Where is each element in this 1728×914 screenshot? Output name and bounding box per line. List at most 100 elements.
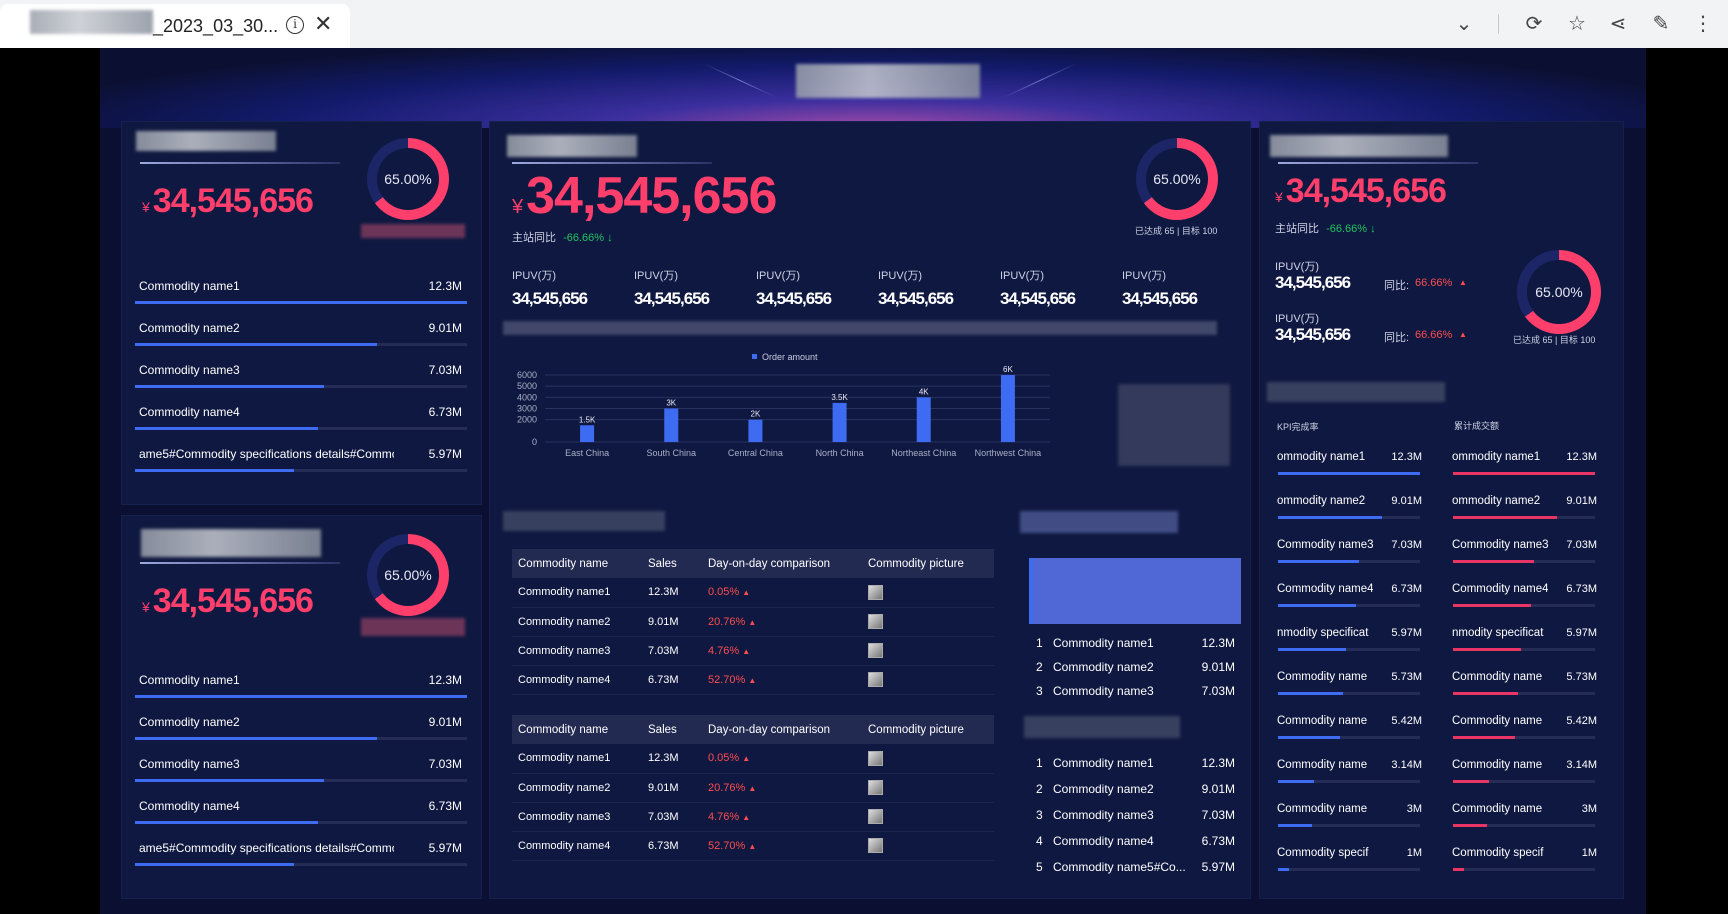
- commodity-value: 12.3M: [428, 279, 462, 293]
- cell-picture: [862, 773, 994, 802]
- y-tick-label: 3000: [517, 404, 537, 414]
- x-tick-label: Northwest China: [975, 448, 1042, 458]
- commodity-name: Commodity name: [1277, 715, 1368, 727]
- column-header: Sales: [648, 557, 677, 570]
- rank-name: Commodity name1: [1053, 756, 1154, 770]
- cell-name: Commodity name1: [518, 586, 611, 599]
- refresh-icon[interactable]: ⟳: [1525, 11, 1543, 35]
- commodity-name: Commodity name4: [1452, 583, 1548, 595]
- y-tick-label: 0: [532, 437, 537, 447]
- ring-caption-redacted: [361, 224, 465, 238]
- metric-value: 34,545,656: [878, 289, 954, 308]
- progress-track: [1278, 516, 1420, 519]
- table-row[interactable]: Commodity name2 9.01M 20.76% ▲: [512, 607, 994, 636]
- commodity-name: Commodity name: [1452, 759, 1543, 771]
- commodity-value: 7.03M: [1391, 539, 1422, 551]
- total-amount: ¥34,545,656: [142, 182, 314, 221]
- table-row[interactable]: Commodity name1 12.3M 0.05% ▲: [512, 578, 994, 607]
- close-icon[interactable]: ✕: [314, 11, 333, 36]
- amount-value: 34,545,656: [1285, 172, 1447, 210]
- metric-value: 34,545,656: [756, 289, 832, 308]
- progress-fill: [135, 779, 325, 782]
- commodity-name: Commodity name2: [139, 715, 240, 729]
- progress-fill: [1278, 516, 1382, 519]
- amount-value: 34,545,656: [526, 167, 777, 225]
- yen-symbol: ¥: [1275, 189, 1283, 205]
- info-icon[interactable]: i: [286, 16, 304, 34]
- ring-percent: 65.00%: [1535, 284, 1583, 300]
- bar-value-label: 4K: [919, 387, 929, 396]
- commodity-value: 6.73M: [428, 405, 462, 419]
- commodity-name: Commodity name4: [139, 405, 240, 419]
- commodity-name: Commodity name3: [1277, 539, 1373, 551]
- commodity-thumbnail[interactable]: [868, 750, 883, 766]
- commodity-thumbnail[interactable]: [868, 584, 883, 600]
- browser-tab[interactable]: _2023_03_30... i ✕: [0, 4, 350, 48]
- commodity-name: ommodity name2: [1452, 495, 1541, 507]
- commodity-thumbnail[interactable]: [868, 838, 883, 853]
- up-arrow-icon: ▲: [742, 646, 751, 656]
- cell-picture: [862, 744, 994, 773]
- ipuv-label: IPUV(万): [1275, 261, 1319, 273]
- rank-number: 5: [1036, 860, 1043, 874]
- chevron-down-icon[interactable]: ⌄: [1455, 11, 1473, 35]
- progress-fill: [135, 385, 325, 388]
- commodity-value: 7.03M: [428, 363, 462, 377]
- table-row[interactable]: Commodity name3 7.03M 4.76% ▲: [512, 802, 994, 831]
- commodity-value: 7.03M: [428, 757, 462, 771]
- bar-value-label: 1.5K: [579, 415, 596, 424]
- rank-value: 6.73M: [1201, 834, 1235, 848]
- rank-number: 3: [1036, 808, 1043, 822]
- x-tick-label: East China: [565, 448, 609, 458]
- section-title-redacted: [503, 511, 665, 531]
- table-row[interactable]: Commodity name4 6.73M 52.70% ▲: [512, 665, 994, 694]
- edit-icon[interactable]: ✎: [1652, 11, 1670, 35]
- commodity-name: Commodity name4: [1277, 583, 1373, 595]
- ring-percent: 65.00%: [384, 171, 432, 187]
- progress-fill: [1278, 604, 1357, 607]
- bar-value-label: 6K: [1003, 365, 1013, 374]
- table-row[interactable]: Commodity name1 12.3M 0.05% ▲: [512, 744, 994, 773]
- commodity-thumbnail[interactable]: [868, 672, 883, 687]
- commodity-value: 5.73M: [1566, 671, 1597, 683]
- progress-fill: [1278, 472, 1420, 475]
- commodity-thumbnail[interactable]: [868, 614, 883, 629]
- progress-ring: [367, 534, 449, 616]
- share-icon[interactable]: ⋖: [1609, 11, 1627, 35]
- cell-picture: [862, 578, 994, 607]
- tab-title: _2023_03_30...: [153, 16, 279, 36]
- achieve-note: 已达成 65 | 目标 100: [1135, 226, 1218, 236]
- table-row[interactable]: Commodity name4 6.73M 52.70% ▲: [512, 831, 994, 860]
- progress-fill: [1278, 868, 1290, 871]
- table-row[interactable]: Commodity name3 7.03M 4.76% ▲: [512, 636, 994, 665]
- table-row[interactable]: Commodity name2 9.01M 20.76% ▲: [512, 773, 994, 802]
- star-icon[interactable]: ☆: [1568, 11, 1586, 35]
- rank-value: 7.03M: [1201, 808, 1235, 822]
- progress-fill: [1453, 648, 1522, 651]
- commodity-thumbnail[interactable]: [868, 780, 883, 795]
- up-arrow-icon: ▲: [1459, 330, 1467, 339]
- cell-name: Commodity name4: [518, 839, 611, 852]
- progress-track: [135, 385, 467, 388]
- commodity-name: ommodity name2: [1277, 495, 1366, 507]
- commodity-name: Commodity name2: [139, 321, 240, 335]
- browser-toolbar: _2023_03_30... i ✕ ⌄ ⟳ ☆ ⋖ ✎ ⋮: [0, 0, 1728, 48]
- metric-value: 34,545,656: [512, 289, 588, 308]
- commodity-value: 3.14M: [1566, 759, 1597, 771]
- up-arrow-icon: ▲: [742, 754, 751, 764]
- commodity-value: 5.42M: [1391, 715, 1422, 727]
- metric-label: IPUV(万): [878, 270, 922, 282]
- bar: [664, 408, 679, 442]
- yen-symbol: ¥: [142, 599, 150, 615]
- progress-fill: [1453, 516, 1557, 519]
- progress-track: [1453, 824, 1595, 827]
- yen-symbol: ¥: [142, 199, 150, 215]
- commodity-thumbnail[interactable]: [868, 809, 883, 824]
- yoy-row: 主站同比 -66.66% ↓: [512, 229, 613, 245]
- commodity-thumbnail[interactable]: [868, 643, 883, 658]
- progress-fill: [1278, 824, 1313, 827]
- left-bottom-panel: ¥34,545,656 65.00% Commodity name1 12.3M C…: [121, 515, 482, 899]
- more-icon[interactable]: ⋮: [1693, 11, 1713, 35]
- up-arrow-icon: ▲: [748, 675, 757, 685]
